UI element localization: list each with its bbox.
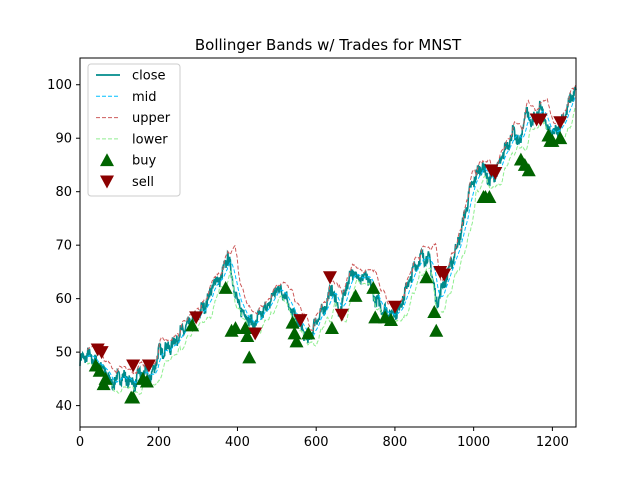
buy-marker: [383, 313, 398, 326]
sell-marker: [553, 116, 568, 130]
legend-buy-symbol: [100, 153, 114, 167]
buy-marker: [289, 334, 304, 348]
legend-upper-label: upper: [132, 111, 171, 126]
sell-marker: [437, 268, 452, 282]
sell-marker: [488, 167, 503, 180]
buy-marker: [92, 363, 107, 377]
axes: 0 200 400 600 800 1000 1200 40 50 60 70 80 90 100: [47, 57, 577, 450]
buy-marker: [348, 288, 363, 302]
sell-marker: [141, 359, 156, 373]
x-tick-label: 1200: [536, 435, 569, 450]
y-tick-label: 50: [55, 346, 72, 361]
sell-marker: [126, 359, 141, 373]
sell-marker: [322, 271, 337, 285]
x-tick-label: 600: [304, 435, 329, 450]
x-tick-label: 800: [383, 435, 408, 450]
sell-marker: [293, 314, 308, 328]
legend: close mid upper lower buy sell: [87, 63, 181, 197]
chart-title: Bollinger Bands w/ Trades for MNST: [195, 36, 462, 54]
buy-marker: [429, 323, 444, 337]
axes-frame: [79, 57, 577, 428]
y-tick-label: 100: [47, 78, 72, 93]
buy-marker: [242, 350, 257, 364]
buy-marker: [521, 163, 536, 177]
sell-marker: [334, 308, 349, 322]
buy-marker: [238, 321, 253, 335]
x-tick-label: 200: [146, 435, 171, 450]
sell-marker: [94, 346, 109, 360]
legend-lower-label: lower: [132, 132, 168, 147]
buy-marker: [218, 280, 233, 294]
buy-marker: [419, 270, 434, 284]
legend-close-label: close: [132, 69, 165, 84]
x-tick-label: 0: [76, 435, 84, 450]
y-tick-label: 40: [55, 399, 72, 414]
buy-marker: [368, 310, 383, 324]
legend-mid-label: mid: [132, 90, 157, 105]
buy-marker: [482, 190, 497, 203]
legend-sell-label: sell: [132, 175, 154, 190]
buy-marker: [324, 321, 339, 335]
sell-marker: [248, 327, 263, 341]
sell-marker: [387, 300, 402, 314]
y-tick-label: 70: [55, 239, 72, 254]
buy-marker: [366, 280, 381, 294]
y-tick-label: 90: [55, 132, 72, 147]
lower-series-line: [87, 105, 577, 395]
buy-marker: [301, 326, 316, 340]
sell-marker: [533, 113, 548, 127]
buy-marker: [240, 329, 255, 343]
x-tick-label: 400: [225, 435, 250, 450]
buy-marker: [285, 315, 300, 329]
sell-marker: [189, 311, 204, 325]
y-tick-label: 60: [55, 292, 72, 307]
buy-marker: [185, 318, 200, 332]
buy-marker: [228, 321, 243, 335]
plot-area: [79, 84, 577, 404]
x-tick-label: 1000: [457, 435, 490, 450]
buy-marker: [98, 371, 113, 385]
legend-buy-label: buy: [132, 154, 156, 169]
y-tick-label: 80: [55, 185, 72, 200]
buy-marker: [427, 305, 442, 318]
buy-marker: [553, 131, 568, 145]
buy-marker: [139, 374, 154, 388]
buy-marker: [287, 326, 302, 340]
legend-sell-symbol: [100, 175, 114, 189]
buy-marker: [126, 390, 141, 404]
